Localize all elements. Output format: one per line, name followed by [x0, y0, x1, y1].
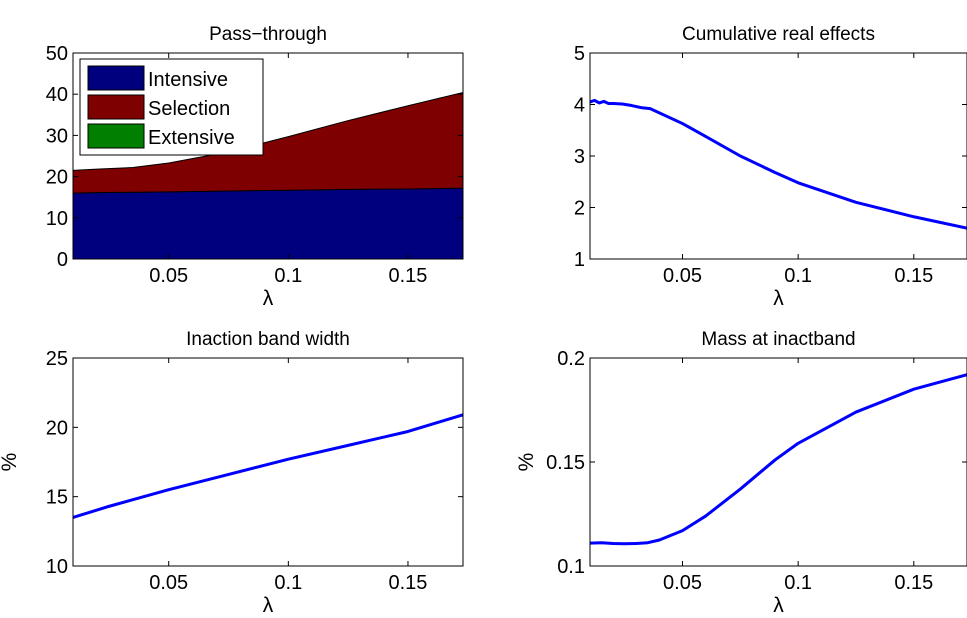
legend-label: Extensive	[148, 127, 235, 149]
subplot-2: 0.05 0.1 0.15 1 2 3 4 5 Cumulative real effects λ	[574, 24, 967, 310]
subplot-1: 0.05 0.1 0.15 0 10 20 30 40 50 Pass−through λ Inten…	[46, 24, 464, 310]
subplot-4: 0.05 0.1 0.15 0.1 0.15 0.2 Mass at inactband λ%	[515, 329, 967, 617]
y-tick-label: 0.2	[557, 348, 585, 370]
series-line	[72, 413, 464, 519]
subplot-3: 0.05 0.1 0.15 10 15 20 25 Inaction band width λ%	[0, 329, 464, 617]
y-tick-label: 0.15	[546, 452, 585, 474]
x-tick-label: 0.15	[894, 572, 933, 594]
y-tick-label: 1	[574, 249, 585, 271]
x-tick-label: 0.1	[784, 265, 812, 287]
axes-frame	[72, 52, 464, 260]
y-tick-label: 5	[574, 43, 585, 65]
y-tick-label: 25	[46, 348, 68, 370]
y-tick-label: 3	[574, 146, 585, 168]
x-tick-label: 0.15	[389, 265, 428, 287]
y-tick-label: 10	[46, 208, 68, 230]
x-tick-label: 0.15	[894, 265, 933, 287]
chart-title: Mass at inactband	[701, 329, 855, 350]
y-axis-label: %	[515, 453, 538, 472]
x-tick-label: 0.05	[149, 572, 188, 594]
legend-swatch	[87, 123, 145, 149]
x-tick-label: 0.15	[389, 572, 428, 594]
series-line	[589, 373, 967, 546]
x-axis-label: λ	[263, 287, 274, 310]
legend: Intensive Selection Extensive	[79, 58, 264, 156]
y-tick-label: 0.1	[557, 556, 585, 578]
chart-title: Cumulative real effects	[682, 24, 875, 45]
legend-swatch	[87, 65, 145, 91]
y-axis-label: %	[0, 453, 21, 472]
x-tick-label: 0.05	[663, 572, 702, 594]
x-tick-label: 0.05	[663, 265, 702, 287]
y-tick-label: 2	[574, 198, 585, 220]
y-tick-label: 40	[46, 84, 68, 106]
y-tick-label: 20	[46, 167, 68, 189]
y-tick-label: 10	[46, 556, 68, 578]
x-tick-label: 0.05	[149, 265, 188, 287]
y-tick-label: 4	[574, 95, 585, 117]
plot-area	[590, 53, 967, 259]
y-tick-label: 15	[46, 487, 68, 509]
chart-title: Pass−through	[209, 24, 327, 45]
y-tick-label: 50	[46, 43, 68, 65]
axes-frame	[72, 357, 464, 567]
y-tick-label: 0	[57, 249, 68, 271]
x-axis-label: λ	[773, 287, 784, 310]
x-tick-label: 0.1	[274, 265, 302, 287]
x-axis-label: λ	[773, 594, 784, 617]
legend-label: Selection	[148, 98, 230, 120]
x-tick-label: 0.1	[274, 572, 302, 594]
series-line	[589, 98, 967, 230]
y-tick-label: 30	[46, 125, 68, 147]
x-tick-label: 0.1	[784, 572, 812, 594]
legend-label: Intensive	[148, 69, 228, 91]
chart-title: Inaction band width	[186, 329, 350, 350]
x-axis-label: λ	[263, 594, 274, 617]
area-intensive	[72, 187, 464, 260]
legend-swatch	[87, 94, 145, 120]
y-tick-label: 20	[46, 417, 68, 439]
plot-area	[73, 358, 463, 566]
